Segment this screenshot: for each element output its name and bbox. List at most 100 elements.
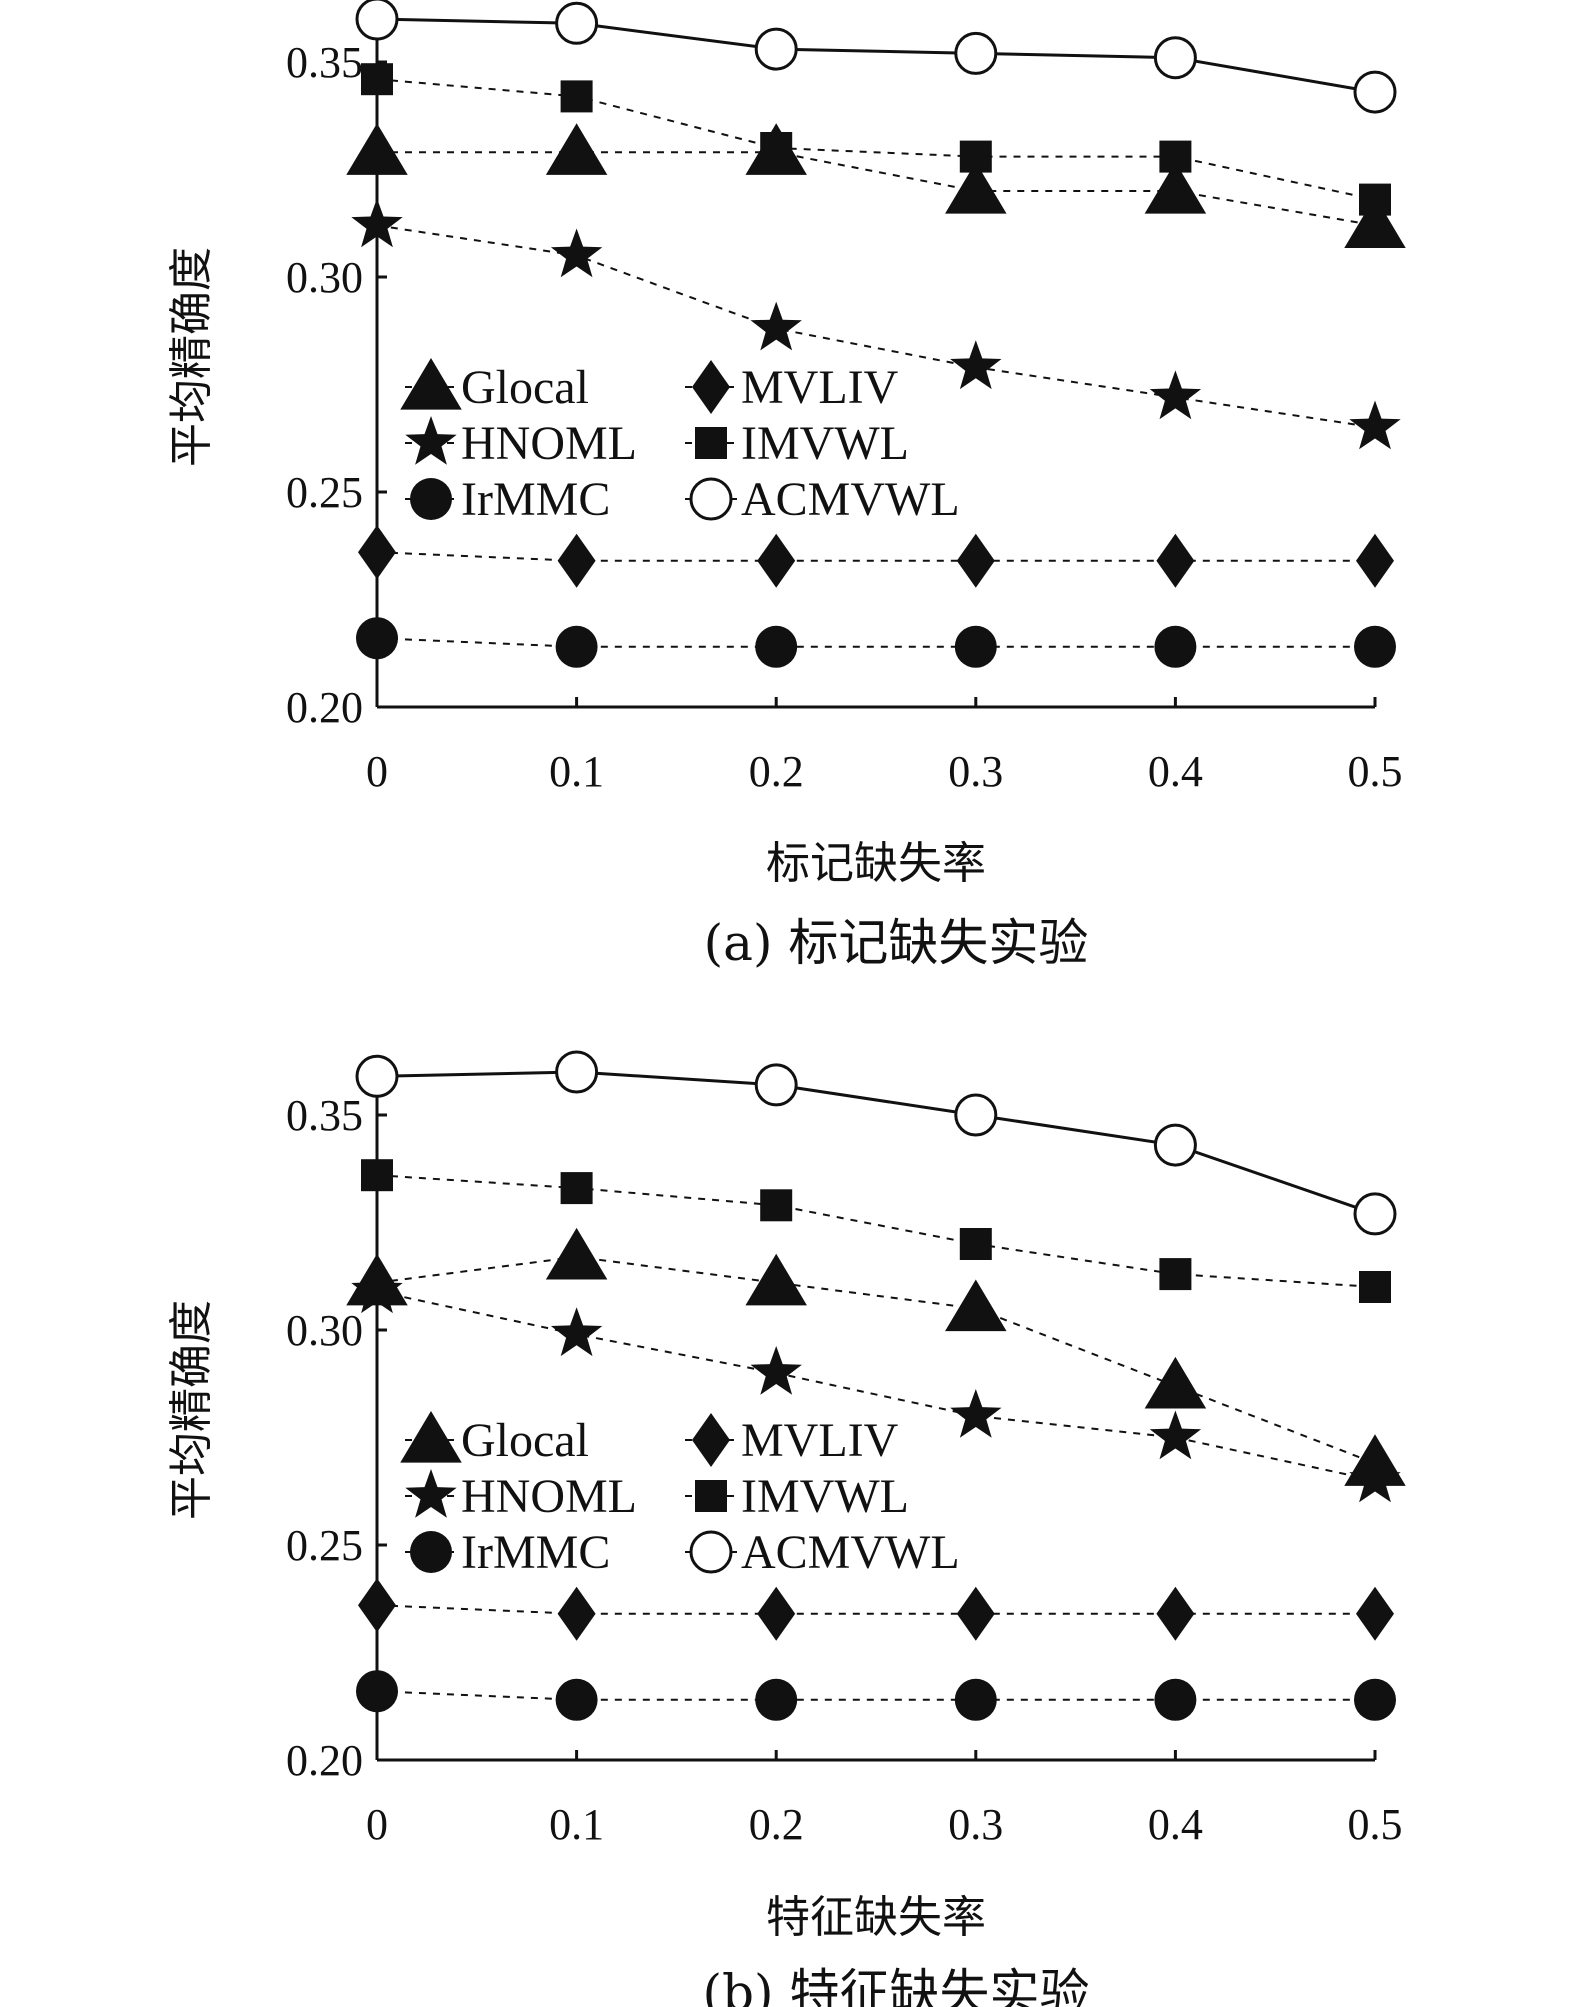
data-point-irmmc	[1354, 625, 1396, 668]
legend-label: HNOML	[461, 417, 637, 470]
series-irmmc	[356, 1670, 1396, 1721]
legend-marker-imvwl	[695, 427, 727, 459]
data-point-imvwl	[959, 140, 992, 173]
data-point-acmvwl	[754, 1063, 798, 1107]
x-tick-label: 0.1	[549, 1800, 604, 1849]
data-point-hnoml	[950, 1389, 1002, 1438]
legend-marker-imvwl	[695, 1480, 727, 1512]
x-tick-label: 0.5	[1348, 1800, 1403, 1849]
series-acmvwl	[355, 0, 1397, 114]
x-tick-label: 0.5	[1348, 747, 1403, 796]
legend-label: ACMVWL	[741, 473, 960, 526]
legend-marker-mvliv	[692, 1413, 730, 1467]
data-point-irmmc	[356, 1670, 398, 1713]
data-point-irmmc	[954, 1678, 997, 1721]
data-point-mvliv	[1356, 533, 1394, 588]
data-point-glocal	[545, 123, 608, 175]
data-point-acmvwl	[355, 0, 399, 41]
data-point-acmvwl	[555, 1050, 599, 1094]
legend-item-hnoml: HNOML	[405, 1469, 637, 1523]
data-point-hnoml	[550, 1307, 603, 1357]
x-tick-label: 0.3	[948, 1800, 1003, 1849]
legend-item-hnoml: HNOML	[405, 416, 637, 470]
data-point-mvliv	[557, 1586, 596, 1641]
legend-label: IrMMC	[461, 473, 610, 526]
series-imvwl	[361, 63, 1391, 216]
data-point-mvliv	[1156, 533, 1195, 588]
legend-marker-glocal	[400, 1411, 462, 1463]
data-point-mvliv	[1156, 1586, 1195, 1641]
x-axis-title: 特征缺失率	[766, 1892, 986, 1943]
data-point-irmmc	[1154, 1678, 1197, 1721]
data-point-hnoml	[950, 340, 1002, 390]
series-line-acmvwl	[376, 17, 1376, 94]
data-point-imvwl	[959, 1228, 992, 1260]
legend-marker-hnoml	[405, 1469, 457, 1518]
series-hnoml	[351, 1264, 1401, 1503]
data-point-mvliv	[956, 1586, 995, 1641]
legend-marker-acmvwl	[689, 1530, 733, 1574]
legend-item-mvliv: MVLIV	[685, 360, 899, 414]
data-point-irmmc	[954, 625, 997, 668]
legend-marker-irmmc	[410, 478, 452, 520]
chart-panel-b: 0.20 0.25 0.30 0.35 0 0.1 0.2 0.3 0.4 0.5 特征缺失率 平均精…	[166, 1050, 1406, 2007]
data-point-mvliv	[757, 1586, 796, 1641]
data-point-hnoml	[1149, 370, 1202, 420]
x-tick-label: 0.2	[749, 747, 804, 796]
data-point-imvwl	[361, 1159, 393, 1192]
y-tick-label: 0.30	[286, 253, 363, 302]
data-point-irmmc	[1154, 625, 1197, 668]
legend-item-acmvwl: ACMVWL	[685, 1526, 960, 1579]
data-point-glocal	[745, 1253, 807, 1306]
legend-item-imvwl: IMVWL	[685, 1470, 909, 1523]
legend-item-glocal: Glocal	[400, 358, 589, 414]
series-mvliv	[358, 1578, 1394, 1641]
data-point-hnoml	[550, 228, 603, 278]
data-point-acmvwl	[355, 1054, 399, 1098]
data-point-glocal	[346, 123, 408, 175]
data-point-hnoml	[1349, 1453, 1401, 1503]
legend-item-irmmc: IrMMC	[405, 473, 610, 526]
legend-label: ACMVWL	[741, 1526, 960, 1579]
legend-marker-mvliv	[692, 360, 730, 414]
data-point-mvliv	[956, 533, 995, 588]
legend-item-acmvwl: ACMVWL	[685, 473, 960, 526]
data-point-imvwl	[1359, 1271, 1391, 1303]
data-point-imvwl	[560, 1172, 593, 1205]
chart-panel-a: 0.20 0.25 0.30 0.35 0 0.1 0.2 0.3 0.4 0.5 标记缺失率 平均精…	[166, 0, 1406, 972]
legend-marker-irmmc	[410, 1531, 452, 1573]
y-tick-label: 0.30	[286, 1306, 363, 1355]
y-tick-label: 0.20	[286, 683, 363, 732]
series-hnoml	[351, 198, 1401, 450]
legend-label: HNOML	[461, 1470, 637, 1523]
y-tick-label: 0.35	[286, 38, 363, 87]
data-point-mvliv	[358, 1578, 396, 1633]
data-point-irmmc	[555, 1678, 598, 1721]
x-tick-label: 0.2	[749, 1800, 804, 1849]
data-point-hnoml	[1349, 400, 1401, 450]
series-line-glocal	[377, 151, 1376, 227]
data-point-imvwl	[1159, 140, 1192, 173]
series-irmmc	[356, 617, 1396, 668]
legend-label: MVLIV	[741, 361, 899, 414]
series-mvliv	[358, 525, 1394, 588]
series-line-imvwl	[376, 78, 1376, 201]
legend-marker-acmvwl	[689, 477, 733, 521]
x-tick-label: 0.4	[1148, 1800, 1203, 1849]
x-tick-label: 0.1	[549, 747, 604, 796]
y-tick-label: 0.35	[286, 1091, 363, 1140]
data-point-glocal	[1144, 1356, 1207, 1409]
series-line-hnoml	[376, 1290, 1376, 1482]
x-tick-label: 0	[366, 747, 388, 796]
legend-item-glocal: Glocal	[400, 1411, 589, 1467]
series-line-mvliv	[376, 551, 1375, 562]
series-line-mvliv	[376, 1604, 1375, 1615]
data-point-glocal	[945, 1279, 1007, 1332]
legend-marker-hnoml	[405, 416, 457, 465]
data-point-irmmc	[755, 625, 798, 668]
data-point-acmvwl	[1153, 1123, 1197, 1167]
data-point-mvliv	[757, 533, 796, 588]
data-point-glocal	[1144, 162, 1207, 214]
data-point-glocal	[945, 162, 1007, 214]
